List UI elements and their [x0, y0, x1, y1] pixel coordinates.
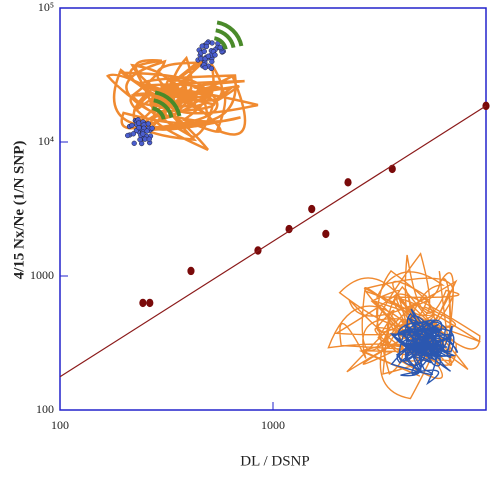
data-point	[285, 224, 293, 234]
y-axis-label: 4/15 Nx/Ne (1/N SNP)	[11, 141, 27, 280]
data-point	[187, 266, 195, 276]
nanoparticle	[146, 136, 152, 142]
signal-arc	[151, 106, 166, 120]
nanoparticle	[131, 140, 137, 146]
nanoparticle	[203, 43, 210, 50]
signal-arc	[213, 36, 228, 50]
nanoparticle	[130, 131, 137, 137]
nanoparticle	[140, 131, 146, 137]
y-tick-label: 10⁵	[38, 0, 54, 14]
y-tick-label: 100	[36, 402, 54, 416]
data-point	[308, 204, 316, 214]
nanoparticle	[129, 122, 135, 129]
data-point	[344, 178, 352, 187]
data-point	[139, 298, 147, 308]
x-tick-label: 1000	[261, 418, 285, 432]
nanoparticle	[208, 65, 214, 72]
nanoparticle	[202, 64, 208, 71]
illustrations	[105, 20, 500, 425]
nanoparticle	[217, 44, 223, 51]
signal-arc	[153, 98, 174, 119]
nanoparticle	[209, 58, 215, 65]
data-point	[146, 298, 154, 308]
nanoparticle	[136, 124, 142, 131]
polymer-chain	[389, 308, 459, 386]
signal-arc	[215, 28, 236, 49]
signal-arc	[216, 20, 244, 47]
nanoparticle	[145, 121, 151, 127]
nanoparticle	[212, 52, 218, 58]
x-tick-label: 100	[51, 418, 69, 432]
fit-line	[59, 105, 487, 378]
y-tick-label: 10⁴	[38, 134, 54, 148]
nanoparticle	[135, 120, 142, 126]
nanoparticle	[149, 125, 155, 131]
y-tick-label: 1000	[30, 268, 54, 282]
nanoparticle	[137, 136, 143, 143]
nanoparticle	[144, 128, 150, 134]
nanoparticle	[205, 53, 212, 59]
nanoparticle	[201, 48, 207, 55]
data-point	[322, 229, 330, 239]
nanoparticle	[125, 132, 131, 139]
signal-arc	[154, 90, 182, 117]
x-axis-label: DL / DSNP	[240, 453, 309, 469]
